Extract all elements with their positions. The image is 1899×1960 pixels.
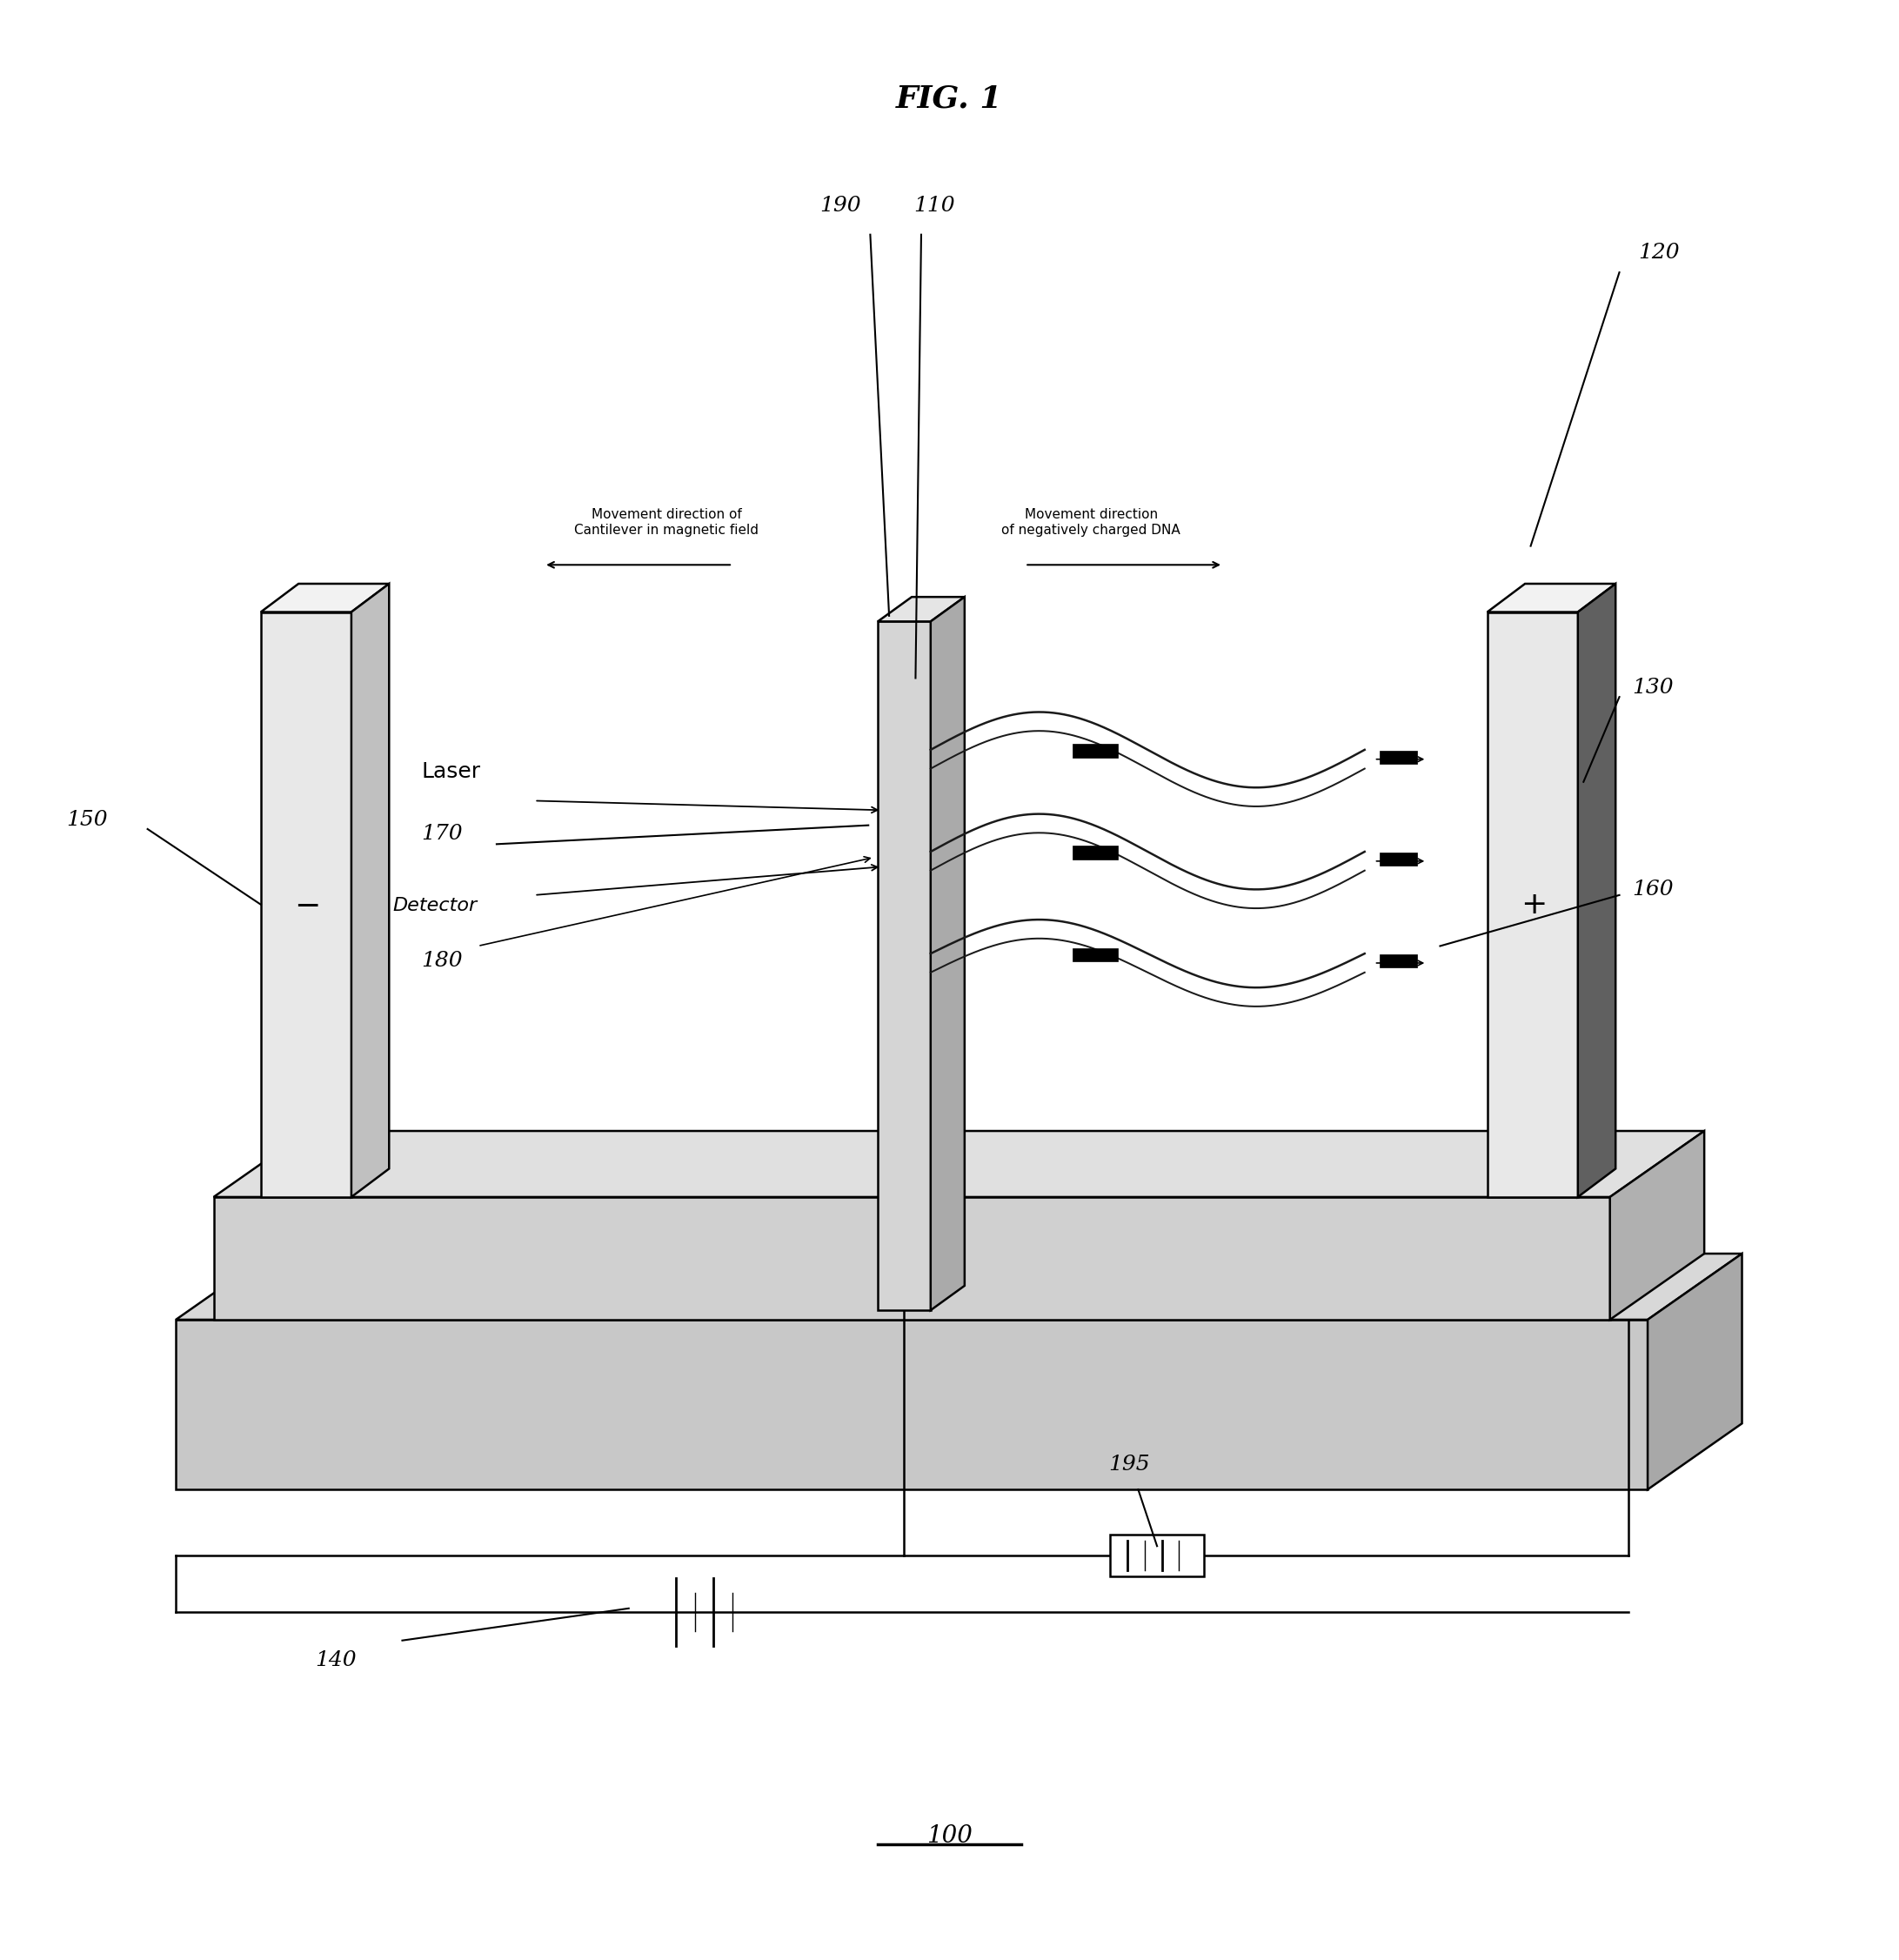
Polygon shape xyxy=(1648,1254,1741,1490)
Polygon shape xyxy=(931,598,965,1309)
Text: 190: 190 xyxy=(818,196,860,216)
Text: Detector: Detector xyxy=(393,896,477,913)
Text: 120: 120 xyxy=(1639,243,1679,263)
Text: 180: 180 xyxy=(422,951,463,970)
Polygon shape xyxy=(1610,1131,1703,1319)
Bar xyxy=(1381,751,1417,764)
Polygon shape xyxy=(260,584,389,612)
Bar xyxy=(1073,745,1119,757)
Polygon shape xyxy=(1487,612,1578,1198)
Polygon shape xyxy=(1487,584,1616,612)
Polygon shape xyxy=(1578,584,1616,1198)
Text: 140: 140 xyxy=(315,1650,357,1670)
Text: 150: 150 xyxy=(66,809,108,829)
Text: 170: 170 xyxy=(422,823,463,845)
Text: Laser: Laser xyxy=(422,760,480,782)
Polygon shape xyxy=(213,1131,1703,1198)
Polygon shape xyxy=(213,1198,1610,1319)
Polygon shape xyxy=(177,1254,1741,1319)
Text: 100: 100 xyxy=(927,1825,972,1848)
Polygon shape xyxy=(260,612,351,1198)
Bar xyxy=(1109,1535,1204,1576)
Bar xyxy=(1073,847,1119,858)
Text: $-$: $-$ xyxy=(294,890,319,919)
Text: $+$: $+$ xyxy=(1521,890,1546,919)
Text: Movement direction
of negatively charged DNA: Movement direction of negatively charged… xyxy=(1001,508,1181,537)
Polygon shape xyxy=(351,584,389,1198)
Text: 195: 195 xyxy=(1107,1454,1149,1474)
Polygon shape xyxy=(877,621,931,1309)
Polygon shape xyxy=(877,598,965,621)
Polygon shape xyxy=(177,1319,1648,1490)
Text: 160: 160 xyxy=(1633,880,1675,900)
Bar xyxy=(1381,853,1417,866)
Text: FIG. 1: FIG. 1 xyxy=(896,84,1003,114)
Bar xyxy=(1381,955,1417,968)
Text: Movement direction of
Cantilever in magnetic field: Movement direction of Cantilever in magn… xyxy=(573,508,760,537)
Bar xyxy=(1073,949,1119,960)
Text: 130: 130 xyxy=(1633,678,1675,698)
Text: 110: 110 xyxy=(913,196,955,216)
